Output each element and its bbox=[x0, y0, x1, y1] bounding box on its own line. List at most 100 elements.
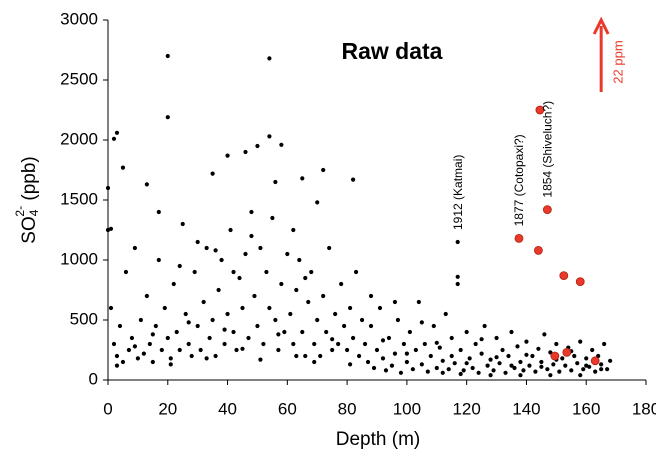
x-axis-label: Depth (m) bbox=[336, 429, 420, 450]
point bbox=[572, 353, 577, 359]
point bbox=[273, 317, 278, 323]
point bbox=[458, 371, 463, 377]
point bbox=[114, 130, 120, 135]
point bbox=[210, 317, 215, 323]
point bbox=[267, 305, 272, 311]
point bbox=[117, 323, 123, 329]
point bbox=[389, 363, 395, 368]
point bbox=[303, 353, 308, 359]
point bbox=[425, 369, 430, 374]
point bbox=[186, 341, 191, 347]
point bbox=[264, 269, 269, 275]
y-tick-label: 2000 bbox=[60, 129, 98, 148]
point bbox=[294, 287, 299, 293]
point bbox=[494, 355, 499, 360]
point bbox=[485, 363, 490, 368]
point bbox=[270, 215, 275, 221]
point bbox=[312, 359, 317, 365]
point bbox=[464, 361, 469, 366]
point bbox=[575, 361, 580, 366]
point bbox=[464, 329, 469, 335]
point bbox=[240, 346, 245, 351]
point bbox=[404, 359, 409, 365]
point bbox=[294, 353, 299, 359]
point bbox=[557, 369, 562, 374]
point bbox=[300, 176, 305, 181]
point bbox=[114, 353, 120, 359]
point bbox=[210, 171, 215, 176]
point bbox=[135, 356, 140, 361]
y-label-part: (ppb) bbox=[19, 156, 40, 206]
point bbox=[153, 323, 158, 329]
point bbox=[297, 257, 302, 263]
highlight-point bbox=[550, 351, 560, 361]
point bbox=[581, 367, 586, 372]
point bbox=[156, 257, 161, 263]
point bbox=[189, 353, 194, 359]
point bbox=[416, 299, 421, 305]
point bbox=[422, 341, 427, 347]
point bbox=[306, 299, 311, 305]
point bbox=[401, 341, 406, 347]
point bbox=[258, 357, 263, 362]
highlight-point bbox=[534, 245, 543, 255]
point bbox=[327, 245, 332, 251]
point bbox=[419, 320, 424, 325]
point bbox=[458, 347, 463, 353]
point bbox=[386, 335, 392, 341]
point bbox=[243, 149, 248, 155]
x-tick-label: 80 bbox=[338, 399, 357, 418]
point bbox=[608, 358, 613, 363]
highlight-point bbox=[535, 105, 545, 115]
point bbox=[473, 341, 478, 347]
point bbox=[488, 357, 493, 362]
point bbox=[494, 335, 499, 341]
point bbox=[246, 335, 251, 341]
point bbox=[446, 367, 451, 372]
point bbox=[222, 341, 227, 347]
point bbox=[437, 345, 442, 350]
point bbox=[560, 356, 565, 361]
annotation: 1877 (Cotopaxi?) bbox=[512, 134, 526, 226]
point bbox=[312, 341, 317, 347]
point bbox=[398, 370, 404, 375]
point bbox=[204, 356, 209, 361]
point bbox=[213, 248, 218, 253]
point bbox=[309, 269, 314, 275]
point bbox=[533, 369, 538, 374]
point bbox=[350, 335, 356, 341]
point bbox=[150, 359, 155, 365]
point bbox=[174, 329, 179, 335]
point bbox=[509, 363, 514, 368]
point bbox=[536, 346, 541, 351]
point bbox=[105, 185, 111, 191]
y-axis-label: SO42- (ppb) bbox=[13, 156, 41, 243]
point bbox=[168, 362, 173, 367]
point bbox=[318, 353, 323, 359]
point bbox=[342, 323, 347, 329]
point bbox=[524, 339, 529, 344]
chart-title: Raw data bbox=[342, 38, 443, 64]
point bbox=[114, 363, 120, 368]
point bbox=[192, 269, 197, 275]
point bbox=[279, 281, 284, 287]
point bbox=[413, 347, 418, 353]
point bbox=[228, 227, 233, 233]
y-tick-label: 0 bbox=[89, 369, 98, 388]
point bbox=[321, 167, 326, 173]
point bbox=[132, 344, 137, 349]
point bbox=[120, 359, 126, 365]
point bbox=[300, 329, 305, 335]
point bbox=[470, 365, 475, 371]
point bbox=[195, 239, 200, 245]
point bbox=[545, 367, 550, 372]
x-tick-label: 60 bbox=[278, 399, 297, 418]
point bbox=[177, 347, 182, 353]
annotation: 1854 (Shiveluch?) bbox=[541, 101, 555, 198]
point bbox=[348, 305, 353, 311]
point bbox=[234, 347, 239, 353]
point bbox=[599, 362, 604, 367]
point bbox=[578, 339, 583, 344]
point bbox=[452, 361, 457, 366]
